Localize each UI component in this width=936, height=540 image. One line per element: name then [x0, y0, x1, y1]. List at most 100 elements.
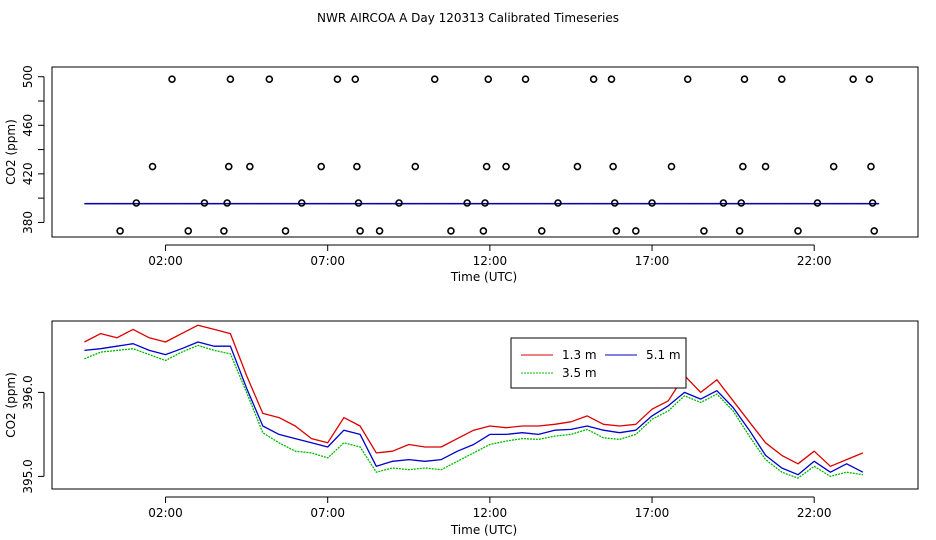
scatter-point [739, 162, 747, 171]
legend-label-1-3m: 1.3 m [562, 348, 597, 362]
scatter-point [224, 162, 233, 171]
scatter-point [870, 227, 879, 235]
scatter-point [246, 162, 254, 171]
scatter-point [607, 75, 616, 83]
scatter-point [226, 75, 235, 83]
scatter-point [220, 227, 228, 235]
bottom-x-tick-label: 22:00 [797, 506, 832, 520]
top-x-tick-label: 22:00 [797, 254, 832, 268]
scatter-point [610, 199, 619, 207]
bottom-x-axis-label: Time (UTC) [450, 523, 517, 537]
scatter-point [813, 199, 822, 207]
bottom-y-tick-label: 396.0 [21, 375, 35, 409]
top-x-tick-label: 07:00 [310, 254, 345, 268]
bottom-y-tick-label: 395.0 [21, 459, 35, 493]
top-y-tick-label: 460 [21, 114, 35, 137]
scatter-point [700, 227, 708, 235]
scatter-point [430, 75, 439, 83]
bottom-plot-panel: 02:00 07:00 12:00 17:00 22:00 395.0 396.0 Tim… [4, 320, 919, 537]
scatter-point [395, 199, 403, 207]
legend: 1.3 m 5.1 m 3.5 m [510, 337, 687, 389]
chart-title: NWR AIRCOA A Day 120313 Calibrated Times… [317, 11, 619, 25]
scatter-point [573, 162, 582, 171]
bottom-plot-frame [51, 320, 919, 490]
scatter-point [849, 75, 857, 83]
top-x-tick-label: 02:00 [148, 254, 183, 268]
top-y-tick-label: 420 [21, 162, 35, 185]
scatter-point [521, 75, 530, 83]
top-plot-panel: 02:00 07:00 12:00 17:00 22:00 380 420 460 500 T… [4, 65, 919, 284]
legend-box [510, 337, 687, 389]
scatter-point [735, 227, 744, 235]
top-y-axis-label: CO2 (ppm) [4, 119, 18, 185]
top-x-tick-label: 17:00 [635, 254, 670, 268]
scatter-point [648, 199, 656, 207]
top-y-tick-label: 500 [21, 65, 35, 88]
scatter-point [667, 162, 676, 171]
top-plot-frame [51, 66, 919, 238]
scatter-point [132, 199, 141, 207]
scatter-point [737, 199, 746, 207]
bottom-series-1-3-m [84, 324, 864, 467]
scatter-point [463, 199, 471, 207]
scatter-point [719, 199, 728, 207]
scatter-point [612, 227, 621, 235]
scatter-point [265, 75, 274, 83]
bottom-x-tick-label: 07:00 [310, 506, 345, 520]
scatter-point [116, 227, 124, 235]
scatter-point [200, 199, 209, 207]
scatter-point [317, 162, 326, 171]
top-y-tick-label: 380 [21, 211, 35, 234]
legend-label-3-5m: 3.5 m [562, 366, 597, 380]
legend-label-5-1m: 5.1 m [646, 348, 681, 362]
scatter-point [333, 75, 342, 83]
scatter-point [484, 75, 493, 83]
bottom-x-axis: 02:00 07:00 12:00 17:00 22:00 [148, 496, 832, 520]
bottom-series-3-5-m [84, 344, 863, 479]
scatter-point [868, 199, 877, 207]
scatter-point [351, 75, 360, 83]
bottom-x-tick-label: 17:00 [635, 506, 670, 520]
bottom-x-tick-label: 12:00 [473, 506, 508, 520]
scatter-point [184, 227, 193, 235]
bottom-series-5-1-m [84, 341, 864, 476]
scatter-point [502, 162, 510, 171]
bottom-y-axis: 395.0 396.0 [21, 375, 45, 494]
scatter-point [632, 227, 640, 235]
top-x-axis-label: Time (UTC) [450, 270, 517, 284]
scatter-point [683, 75, 692, 83]
bottom-y-axis-label: CO2 (ppm) [4, 372, 18, 438]
bottom-series-lines [84, 324, 864, 479]
scatter-point [281, 227, 290, 235]
scatter-point [482, 162, 491, 171]
scatter-point [168, 75, 176, 83]
scatter-point [297, 199, 306, 207]
top-x-axis: 02:00 07:00 12:00 17:00 22:00 [148, 244, 832, 268]
scatter-point [479, 227, 488, 235]
scatter-point [865, 75, 874, 83]
scatter-point [761, 162, 770, 171]
top-y-axis: 380 420 460 500 [21, 65, 45, 234]
scatter-point [794, 227, 802, 235]
scatter-point [481, 199, 489, 207]
scatter-point [411, 162, 420, 171]
scatter-point [777, 75, 786, 83]
scatter-point [223, 199, 231, 207]
top-scatter-points [116, 75, 879, 235]
scatter-point [148, 162, 157, 171]
scatter-point [867, 162, 875, 171]
top-x-tick-label: 12:00 [473, 254, 508, 268]
scatter-point [589, 75, 598, 83]
scatter-point [356, 227, 364, 235]
bottom-x-tick-label: 02:00 [148, 506, 183, 520]
scatter-point [740, 75, 749, 83]
scatter-point [609, 162, 617, 171]
scatter-point [447, 227, 455, 235]
scatter-point [353, 162, 361, 171]
scatter-point [554, 199, 562, 207]
scatter-point [354, 199, 363, 207]
scatter-point [829, 162, 838, 171]
scatter-point [375, 227, 384, 235]
scatter-point [537, 227, 546, 235]
